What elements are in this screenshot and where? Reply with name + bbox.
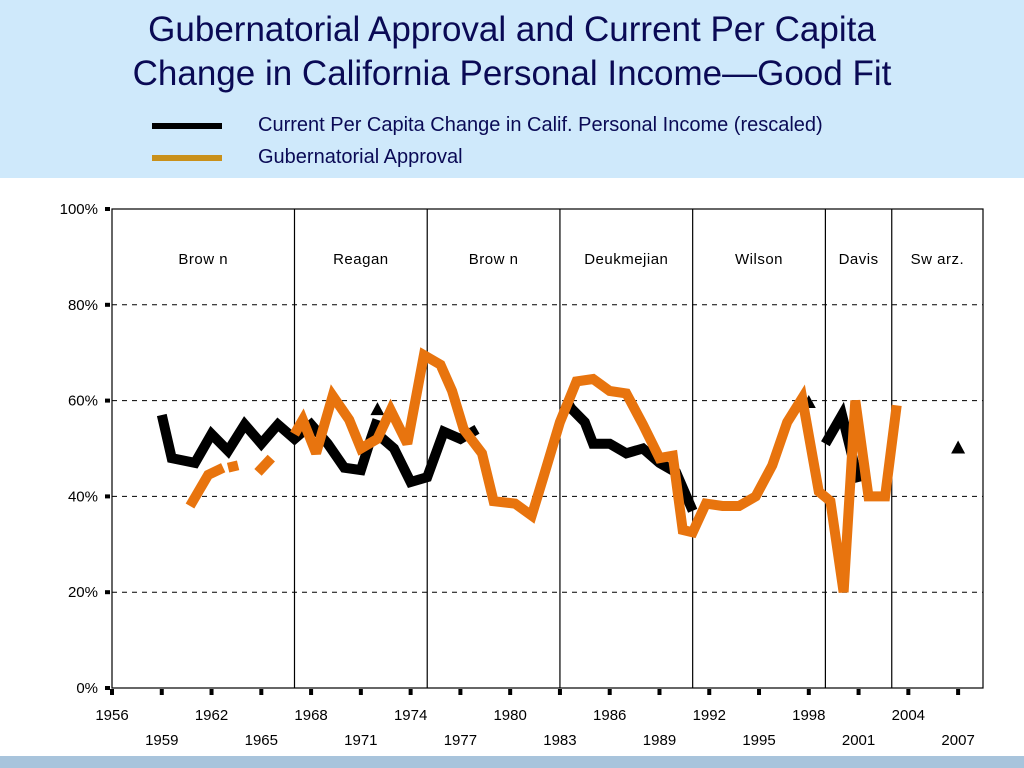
plot-frame [111,208,984,689]
x-tick-label-top: 1986 [593,707,626,724]
x-tick-mark [309,689,314,695]
x-tick-mark [707,689,712,695]
administration-label: Brow n [178,251,228,268]
y-tick-label: 20% [68,584,98,601]
legend-label-income: Current Per Capita Change in Calif. Pers… [258,114,823,136]
x-tick-label-top: 1980 [493,707,526,724]
x-tick-mark [757,689,762,695]
administration-label: Deukmejian [584,251,668,268]
y-tick-mark-80 [105,302,110,307]
y-tick-label: 40% [68,488,98,505]
header-band: Gubernatorial Approval and Current Per C… [0,0,1024,178]
administration-label: Reagan [333,251,389,268]
y-tick-label: 100% [60,201,98,218]
x-tick-mark [358,689,363,695]
administration-label: Davis [839,251,879,268]
line-chart: 0% 20% 40% 60% 80% 100% Brow n Reagan Brow n Deuk… [60,201,984,749]
chart-title: Gubernatorial Approval and Current Per C… [0,8,1024,96]
x-tick-mark [956,689,961,695]
x-tick-mark [557,689,562,695]
x-tick-label-top: 1968 [294,707,327,724]
x-tick-label-bottom: 1965 [245,732,278,749]
y-tick-mark-20 [105,590,110,595]
y-tick-label: 60% [68,393,98,410]
approval-series-line-segment [226,460,240,473]
x-tick-label-top: 1974 [394,707,427,724]
y-tick-mark-100 [105,207,110,211]
y-tick-mark-60 [105,398,110,403]
x-tick-mark [408,689,413,695]
x-tick-label-bottom: 1971 [344,732,377,749]
title-line-2: Change in California Personal Income—Goo… [132,54,892,93]
x-tick-label-top: 1956 [95,707,128,724]
x-tick-mark [458,689,463,695]
x-tick-label-bottom: 1983 [543,732,576,749]
x-tick-mark [110,689,114,695]
x-tick-mark [259,689,264,695]
x-tick-mark [806,689,811,695]
approval-series-line-segment [185,463,226,509]
x-tick-mark [906,689,911,695]
administration-label: Brow n [469,251,519,268]
y-tick-label: 0% [76,680,98,697]
legend-label-approval: Gubernatorial Approval [258,146,463,168]
administration-label: Wilson [735,251,783,268]
x-tick-mark [856,689,861,695]
x-tick-label-bottom: 1977 [444,732,477,749]
x-tick-mark [209,689,214,695]
income-series-marker [370,402,385,416]
x-tick-label-bottom: 1989 [643,732,676,749]
x-tick-label-bottom: 1995 [742,732,775,749]
legend-swatch-approval [152,155,222,161]
income-series-marker [951,440,966,454]
income-series-line-segment [374,424,480,488]
x-tick-label-top: 1962 [195,707,228,724]
x-tick-mark [607,689,612,695]
x-tick-label-bottom: 2001 [842,732,875,749]
x-tick-label-top: 1998 [792,707,825,724]
approval-series-line-segment [290,347,902,593]
x-tick-mark [159,689,164,695]
title-line-1: Gubernatorial Approval and Current Per C… [148,10,876,49]
income-series-line-segment [156,413,383,476]
x-tick-mark [508,689,513,695]
y-tick-mark-0 [105,686,110,690]
y-tick-label: 80% [68,297,98,314]
y-tick-mark-40 [105,494,110,499]
slide-bottom-strip [0,756,1024,768]
legend-swatch-income [152,123,222,129]
x-tick-label-bottom: 1959 [145,732,178,749]
x-tick-label-top: 2004 [892,707,925,724]
x-tick-label-bottom: 2007 [941,732,974,749]
x-tick-mark [657,689,662,695]
x-tick-label-top: 1992 [693,707,726,724]
administration-label: Sw arz. [911,251,965,268]
approval-series-line-segment [254,454,275,476]
